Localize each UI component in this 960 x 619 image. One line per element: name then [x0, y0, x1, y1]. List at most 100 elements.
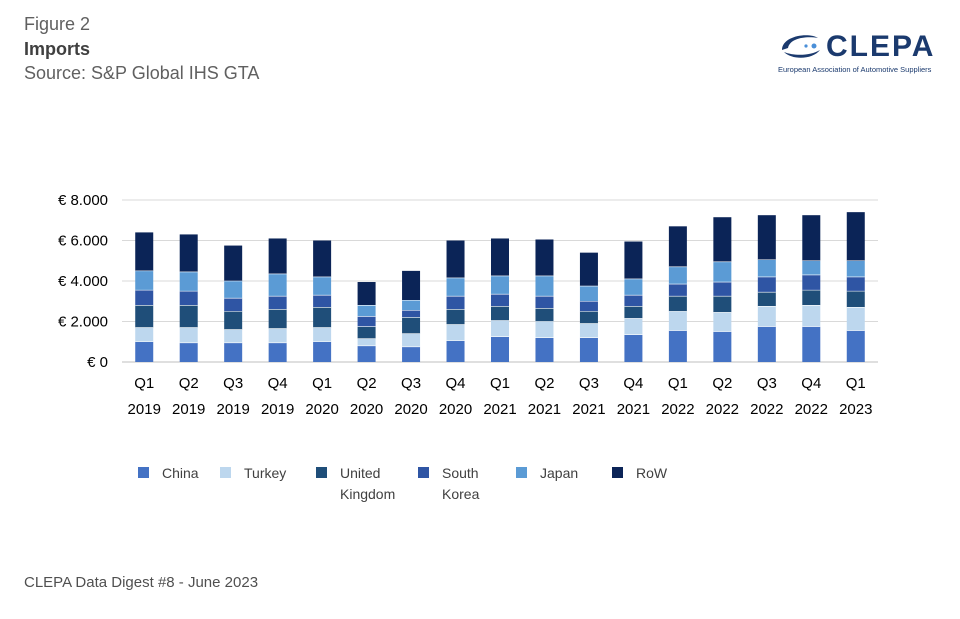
bar-segment-japan — [313, 276, 332, 296]
x-tick-label-quarter: Q3 — [223, 375, 243, 392]
bar-segment-japan — [491, 275, 509, 295]
legend-label: Korea — [442, 486, 480, 502]
bar-segment-japan — [846, 260, 865, 277]
x-tick-label-quarter: Q1 — [668, 375, 688, 392]
x-tick-label-quarter: Q3 — [757, 375, 777, 392]
x-tick-label-quarter: Q4 — [623, 375, 643, 392]
bar-segment-united-kingdom — [135, 305, 154, 328]
chart-source: Source: S&P Global IHS GTA — [24, 63, 260, 83]
bar-segment-japan — [579, 286, 598, 302]
bar-segment-south-korea — [313, 295, 332, 308]
bar-segment-japan — [535, 275, 554, 297]
bar-segment-row — [535, 239, 554, 276]
bar-segment-row — [224, 245, 243, 281]
bar-segment-united-kingdom — [802, 290, 821, 306]
x-tick-label-year: 2022 — [795, 401, 828, 418]
legend-label: Turkey — [244, 465, 286, 481]
legend-swatch — [220, 467, 231, 478]
bar-segment-south-korea — [179, 291, 198, 306]
bar-segment-united-kingdom — [224, 311, 243, 330]
bar-segment-row — [757, 215, 776, 260]
bar-segment-united-kingdom — [624, 306, 643, 319]
bar-segment-united-kingdom — [357, 326, 376, 339]
y-tick-label: € 0 — [87, 354, 108, 371]
bar-segment-row — [402, 270, 421, 301]
legend-label: South — [442, 465, 479, 481]
bar-segment-row — [357, 282, 376, 306]
bar-segment-japan — [713, 261, 732, 283]
bar-segment-row — [491, 238, 509, 276]
bar-segment-turkey — [224, 329, 243, 343]
bar-segment-south-korea — [135, 290, 154, 306]
bar-segment-turkey — [135, 327, 154, 342]
bar-segment-south-korea — [402, 310, 421, 318]
bar-segment-china — [179, 342, 198, 362]
y-tick-label: € 4.000 — [58, 273, 108, 290]
legend-swatch — [612, 467, 623, 478]
legend-label: United — [340, 465, 380, 481]
bar-segment-china — [579, 337, 598, 362]
bar-segment-china — [491, 336, 509, 362]
figure-label: Figure 2 — [24, 14, 91, 34]
footer-text: CLEPA Data Digest #8 - June 2023 — [24, 574, 259, 591]
bar-segment-china — [402, 346, 421, 362]
x-tick-label-year: 2022 — [750, 401, 783, 418]
x-tick-label-quarter: Q4 — [801, 375, 821, 392]
bar-segment-row — [713, 217, 732, 262]
bar-segment-turkey — [357, 338, 376, 346]
bar-segment-japan — [357, 305, 376, 317]
bar-segment-south-korea — [668, 284, 687, 297]
bar-segment-turkey — [535, 321, 554, 338]
logo-wordmark: CLEPA — [826, 30, 936, 63]
bar-segment-south-korea — [446, 296, 465, 310]
y-tick-label: € 2.000 — [58, 314, 108, 331]
x-tick-label-quarter: Q1 — [134, 375, 154, 392]
bar-segment-south-korea — [713, 282, 732, 297]
bar-segment-japan — [624, 278, 643, 296]
bar-segment-row — [579, 252, 598, 287]
bar-segment-row — [802, 215, 821, 261]
x-tick-label-quarter: Q4 — [446, 375, 466, 392]
bar-segment-united-kingdom — [313, 307, 332, 328]
bar-segment-united-kingdom — [491, 306, 509, 321]
x-tick-label-year: 2020 — [439, 401, 472, 418]
x-tick-label-year: 2020 — [394, 401, 427, 418]
bar-segment-south-korea — [846, 276, 865, 292]
bar-segment-china — [624, 334, 643, 362]
bar-segment-turkey — [179, 327, 198, 343]
x-tick-label-year: 2019 — [216, 401, 249, 418]
bar-segment-china — [357, 345, 376, 362]
bar-segment-japan — [179, 271, 198, 292]
bar-segment-china — [668, 330, 687, 362]
x-tick-label-quarter: Q2 — [712, 375, 732, 392]
bar-segment-turkey — [802, 305, 821, 327]
bar-segment-row — [313, 240, 332, 277]
bar-segment-china — [313, 341, 332, 362]
bar-segment-turkey — [757, 306, 776, 327]
x-tick-label-quarter: Q1 — [490, 375, 510, 392]
legend-swatch — [138, 467, 149, 478]
bar-segment-china — [846, 330, 865, 362]
x-tick-label-year: 2019 — [128, 401, 161, 418]
x-tick-label-year: 2021 — [528, 401, 561, 418]
legend-label: China — [162, 465, 199, 481]
bar-segment-united-kingdom — [757, 292, 776, 307]
logo-subtitle: European Association of Automotive Suppl… — [778, 65, 932, 74]
x-tick-label-year: 2021 — [617, 401, 650, 418]
bar-segment-japan — [224, 281, 243, 299]
bar-segment-row — [179, 234, 198, 272]
x-tick-label-year: 2020 — [350, 401, 383, 418]
bar-segment-united-kingdom — [268, 309, 287, 329]
x-tick-label-year: 2023 — [839, 401, 872, 418]
bar-segment-japan — [135, 270, 154, 291]
x-tick-label-year: 2022 — [706, 401, 739, 418]
bar-segment-united-kingdom — [535, 308, 554, 322]
bar-segment-united-kingdom — [402, 317, 421, 334]
bar-segment-united-kingdom — [579, 311, 598, 324]
bar-segment-turkey — [402, 333, 421, 347]
bar-segment-south-korea — [491, 294, 509, 307]
bar-segment-turkey — [624, 318, 643, 335]
bar-segment-south-korea — [802, 274, 821, 291]
legend-label: Kingdom — [340, 486, 395, 502]
